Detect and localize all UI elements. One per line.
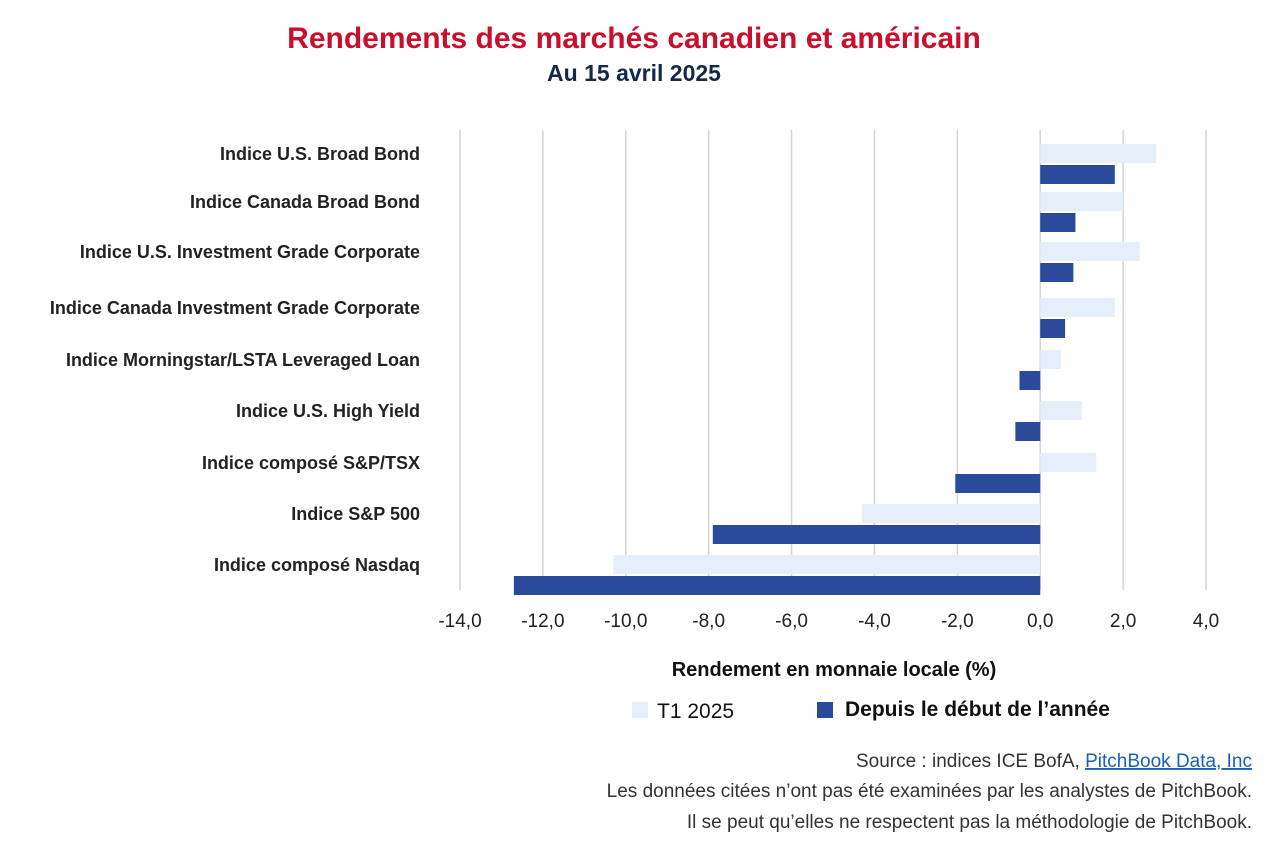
bar-t1-2025 <box>1040 401 1082 420</box>
bars <box>513 144 1157 595</box>
bar-t1-2025 <box>1040 453 1097 472</box>
bar-ytd <box>1040 213 1076 232</box>
bar-t1-2025 <box>1040 144 1157 163</box>
x-tick-label: -2,0 <box>941 611 974 632</box>
bar-ytd <box>1040 319 1066 338</box>
gridlines <box>459 130 1207 590</box>
legend-swatch-ytd <box>817 702 833 718</box>
bar-ytd <box>1040 165 1115 184</box>
bar-t1-2025 <box>1040 298 1115 317</box>
x-tick-label: 4,0 <box>1193 611 1219 632</box>
bar-t1-2025 <box>1040 242 1140 261</box>
bar-t1-2025 <box>1040 192 1124 211</box>
chart-subtitle: Au 15 avril 2025 <box>547 60 721 86</box>
bar-ytd <box>1019 371 1041 390</box>
source-link[interactable]: PitchBook Data, Inc <box>1085 751 1252 772</box>
x-tick-label: -10,0 <box>604 611 647 632</box>
source-prefix: Source : indices ICE BofA, <box>856 751 1085 772</box>
legend: T1 2025 Depuis le début de l’année <box>632 698 1110 723</box>
category-label: Indice composé Nasdaq <box>214 555 420 575</box>
category-label: Indice Canada Broad Bond <box>190 192 420 212</box>
legend-swatch-t1 <box>632 702 648 718</box>
bar-t1-2025 <box>1040 350 1061 369</box>
bar-t1-2025 <box>613 555 1041 574</box>
x-axis-title: Rendement en monnaie locale (%) <box>672 659 997 681</box>
category-label: Indice S&P 500 <box>291 504 420 524</box>
category-labels: Indice U.S. Broad Bond Indice Canada Broa… <box>50 144 420 575</box>
x-tick-label: -8,0 <box>692 611 725 632</box>
chart-title: Rendements des marchés canadien et améri… <box>287 22 981 55</box>
category-label: Indice composé S&P/TSX <box>202 453 420 473</box>
category-label: Indice U.S. Investment Grade Corporate <box>80 242 420 262</box>
x-tick-labels: -14,0 -12,0 -10,0 -8,0 -6,0 -4,0 -2,0 0,0 2,0 4,0 <box>438 611 1219 632</box>
legend-label-t1: T1 2025 <box>657 700 734 723</box>
bar-ytd <box>513 576 1041 595</box>
x-tick-label: -6,0 <box>775 611 808 632</box>
source-line: Source : indices ICE BofA, PitchBook Dat… <box>856 751 1252 772</box>
bar-ytd <box>1040 263 1074 282</box>
bar-ytd <box>955 474 1041 493</box>
bar-ytd <box>1015 422 1041 441</box>
bar-t1-2025 <box>862 504 1041 523</box>
x-tick-label: -14,0 <box>438 611 481 632</box>
category-label: Indice U.S. High Yield <box>236 401 420 421</box>
bar-ytd <box>712 525 1041 544</box>
category-label: Indice U.S. Broad Bond <box>220 144 420 164</box>
x-tick-label: -4,0 <box>858 611 891 632</box>
category-label: Indice Morningstar/LSTA Leveraged Loan <box>66 350 420 370</box>
legend-label-ytd: Depuis le début de l’année <box>845 698 1110 721</box>
x-tick-label: -12,0 <box>521 611 564 632</box>
x-tick-label: 0,0 <box>1027 611 1053 632</box>
x-tick-label: 2,0 <box>1110 611 1136 632</box>
category-label: Indice Canada Investment Grade Corporate <box>50 298 420 318</box>
source-note-2: Il se peut qu’elles ne respectent pas la… <box>687 812 1252 833</box>
source-note-1: Les données citées n’ont pas été examiné… <box>607 781 1252 802</box>
